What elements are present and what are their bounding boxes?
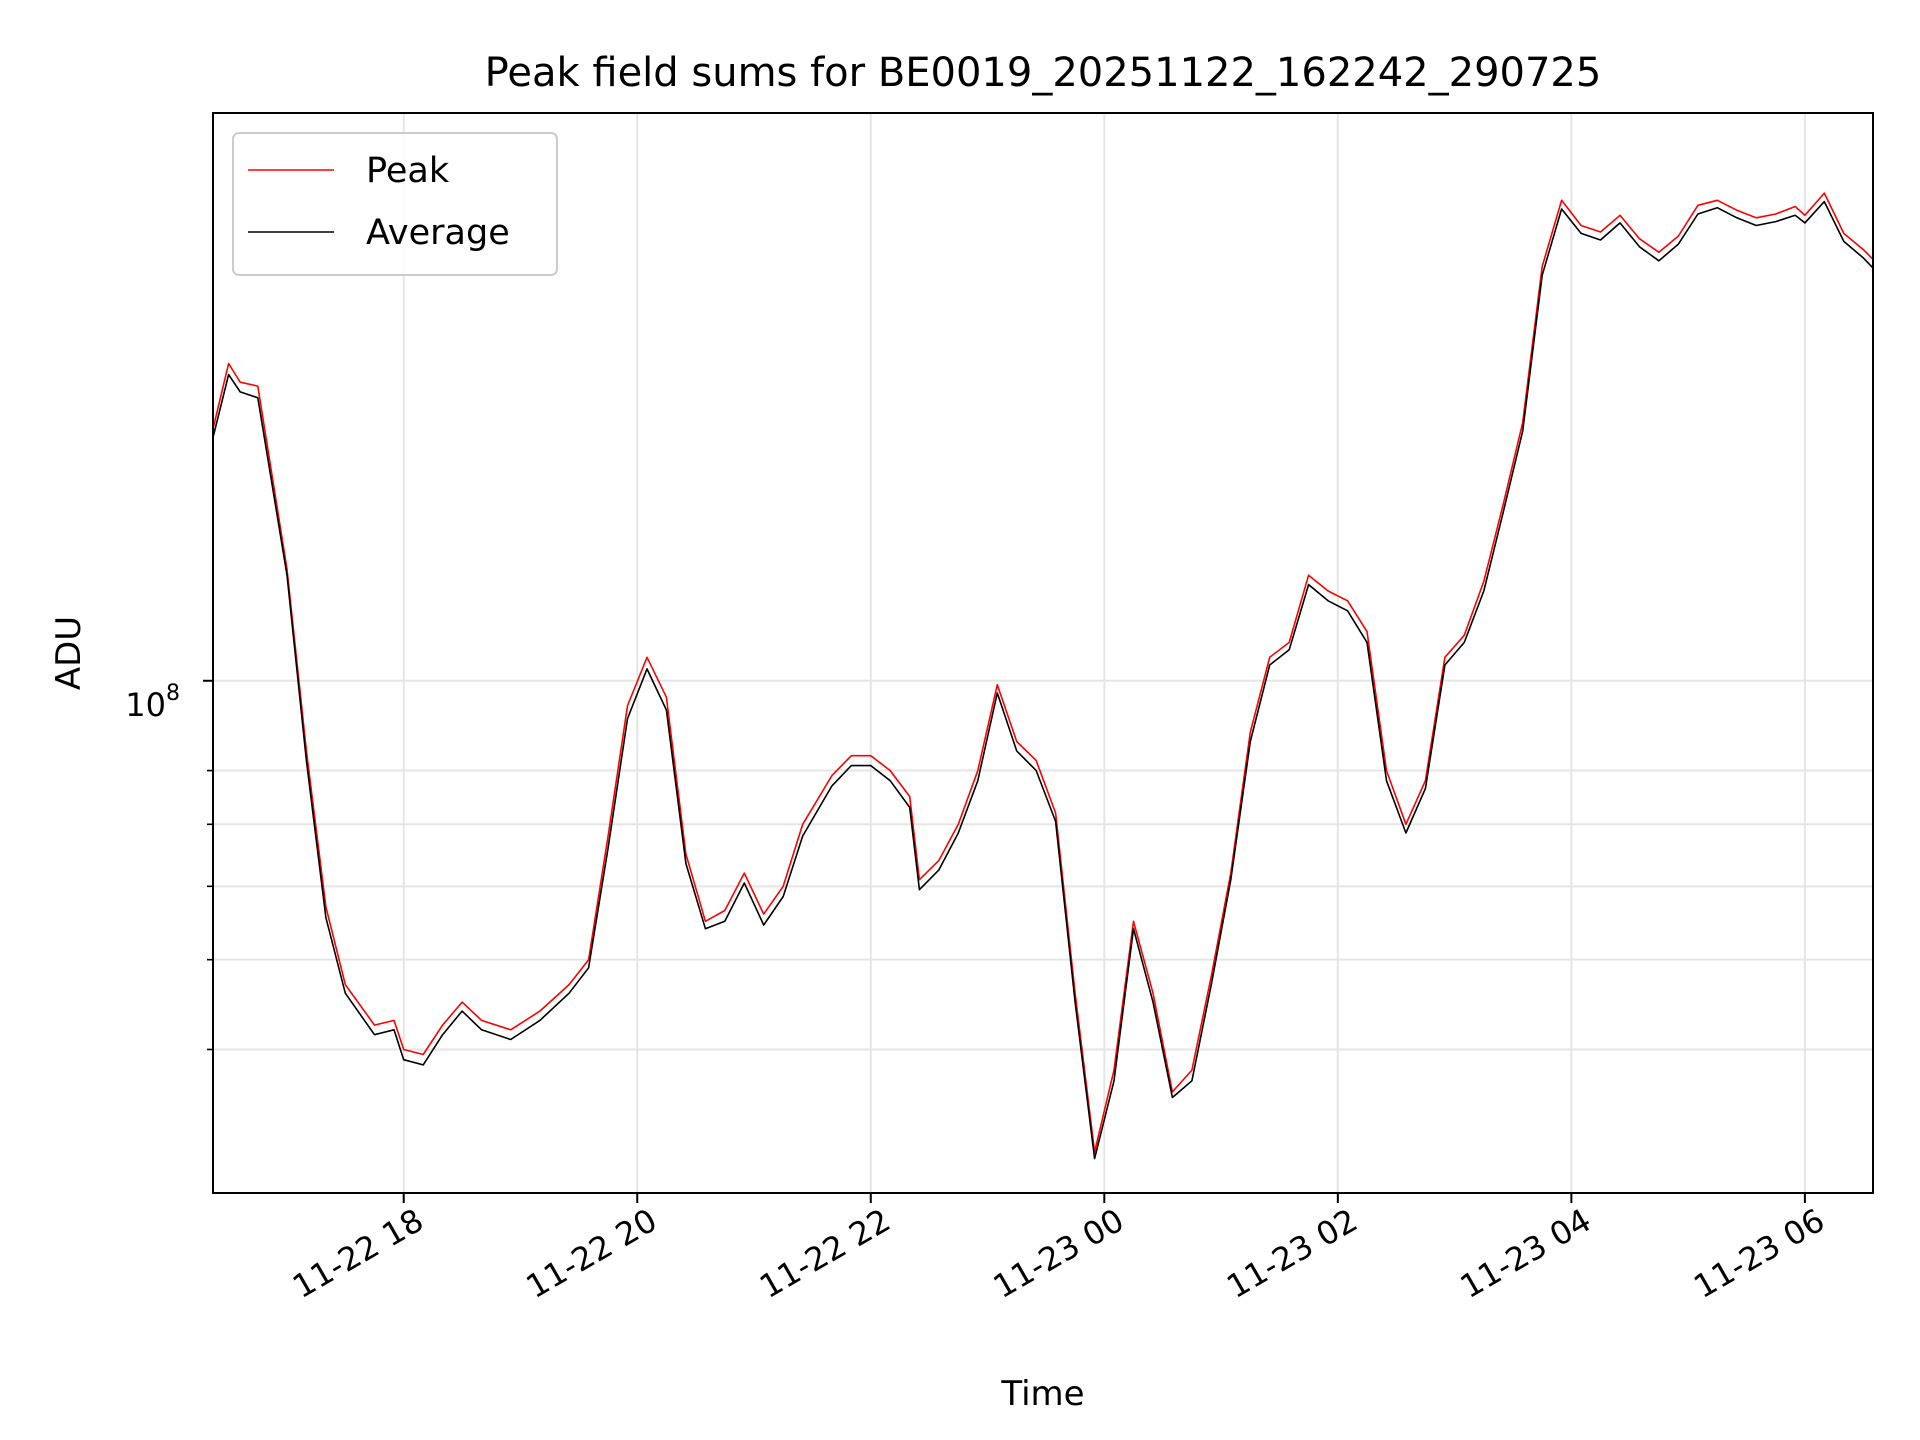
x-axis-label: Time [1000, 1374, 1084, 1414]
legend: Peak Average [232, 132, 558, 276]
legend-box [232, 132, 558, 276]
series-line-average [212, 200, 1874, 1160]
svg-text:108: 108 [125, 681, 180, 724]
series-layer [212, 192, 1874, 1160]
legend-label-average: Average [366, 213, 510, 253]
y-tick-exponent: 8 [166, 681, 180, 706]
plot-area-background [213, 113, 1873, 1193]
y-axis-label: ADU [49, 616, 89, 690]
y-tick-base: 10 [125, 686, 166, 724]
plot-frame [212, 112, 1874, 1194]
grid [213, 113, 1873, 1193]
y-major-tick-label: 108 [125, 681, 180, 724]
legend-label-peak: Peak [366, 151, 450, 191]
chart-title: Peak field sums for BE0019_20251122_1622… [485, 50, 1602, 96]
series-line-peak [212, 192, 1874, 1153]
